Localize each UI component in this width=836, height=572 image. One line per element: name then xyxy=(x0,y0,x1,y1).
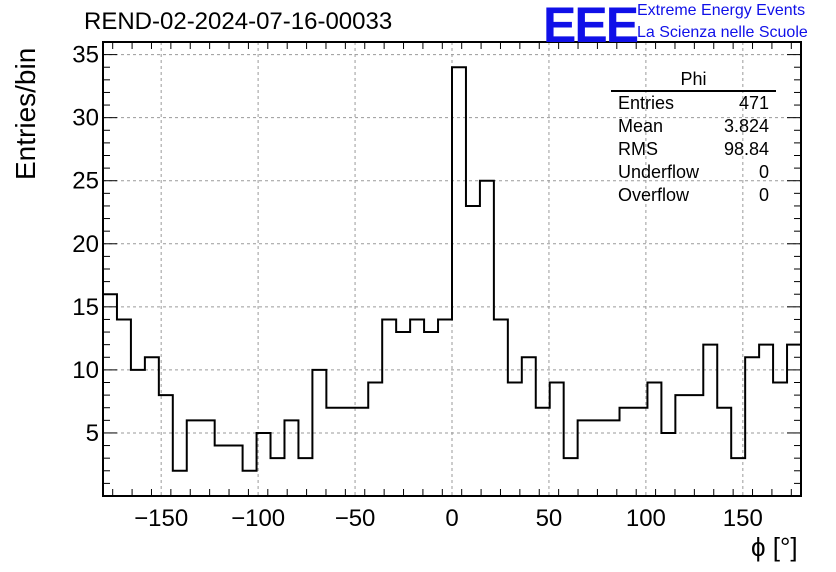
y-tick-label: 15 xyxy=(72,294,99,321)
stats-label: Mean xyxy=(618,116,664,136)
x-tick-label: −100 xyxy=(231,505,285,532)
x-tick-label: 150 xyxy=(723,505,763,532)
axis-ticks xyxy=(103,42,801,496)
tick-labels: −150 −100 −50 0 50 100 150 5 10 15 20 25 30 35 xyxy=(72,42,763,532)
x-tick-label: −150 xyxy=(134,505,188,532)
x-tick-label: 50 xyxy=(536,505,563,532)
logo-text-line2: La Scienza nelle Scuole xyxy=(637,24,808,41)
stats-value: 0 xyxy=(758,162,769,182)
stats-box: Phi Entries 471 Mean 3.824 RMS 98.84 Und… xyxy=(611,68,776,207)
x-tick-label: 100 xyxy=(626,505,666,532)
stats-box-title: Phi xyxy=(611,68,776,92)
chart-title: REND-02-2024-07-16-00033 xyxy=(84,8,393,35)
stats-label: Underflow xyxy=(618,162,700,182)
stats-value: 0 xyxy=(758,185,769,205)
stats-label: RMS xyxy=(618,139,658,159)
stats-label: Entries xyxy=(618,93,675,113)
x-tick-label: 0 xyxy=(445,505,458,532)
stats-row: RMS 98.84 xyxy=(611,138,776,161)
y-tick-label: 10 xyxy=(72,357,99,384)
y-tick-label: 5 xyxy=(86,420,99,447)
histogram-outline xyxy=(103,66,801,472)
y-axis-label: Entries/bin xyxy=(10,47,41,180)
y-tick-label: 25 xyxy=(72,168,99,195)
y-tick-label: 20 xyxy=(72,231,99,258)
stats-row: Mean 3.824 xyxy=(611,115,776,138)
y-tick-label: 35 xyxy=(72,42,99,69)
eee-logo: EEE xyxy=(543,0,639,53)
stats-value: 3.824 xyxy=(723,116,769,136)
logo-text-line1: Extreme Energy Events xyxy=(637,2,806,19)
x-tick-label: −50 xyxy=(335,505,376,532)
plot-frame xyxy=(102,41,802,497)
stats-row: Overflow 0 xyxy=(611,184,776,207)
stats-value: 471 xyxy=(738,93,769,113)
x-axis-label: ϕ [°] xyxy=(751,532,798,562)
stats-label: Overflow xyxy=(618,185,690,205)
y-tick-label: 30 xyxy=(72,105,99,132)
histogram-bins xyxy=(103,66,801,472)
stats-row: Entries 471 xyxy=(611,92,776,115)
stats-value: 98.84 xyxy=(723,139,769,159)
stats-row: Underflow 0 xyxy=(611,161,776,184)
